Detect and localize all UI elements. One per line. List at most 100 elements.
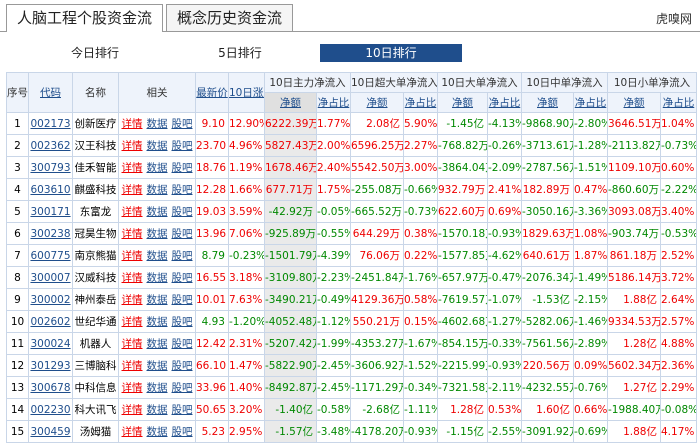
stock-name[interactable]: 汉威科技 bbox=[72, 266, 119, 289]
related-link[interactable]: 数据 bbox=[146, 426, 168, 438]
stock-name[interactable]: 中科信息 bbox=[72, 376, 119, 399]
stock-name[interactable]: 东富龙 bbox=[72, 200, 119, 223]
related-link[interactable]: 数据 bbox=[146, 316, 168, 328]
stock-name[interactable]: 南京熊猫 bbox=[72, 244, 119, 267]
stock-name[interactable]: 神州泰岳 bbox=[72, 288, 119, 311]
column-subheader[interactable]: 净占比 bbox=[403, 92, 438, 113]
related-link[interactable]: 数据 bbox=[146, 140, 168, 152]
related-link[interactable]: 数据 bbox=[146, 382, 168, 394]
stock-name[interactable]: 冠昊生物 bbox=[72, 222, 119, 245]
related-link[interactable]: 股吧 bbox=[171, 272, 193, 284]
column-subheader[interactable]: 净占比 bbox=[573, 92, 608, 113]
related-link[interactable]: 股吧 bbox=[171, 360, 193, 372]
tab[interactable]: 人脑工程个股资金流 bbox=[6, 4, 164, 32]
stock-code[interactable]: 002602 bbox=[30, 315, 71, 328]
related-link[interactable]: 股吧 bbox=[171, 228, 193, 240]
stock-code[interactable]: 300459 bbox=[30, 425, 71, 438]
column-subheader[interactable]: 净占比 bbox=[487, 92, 522, 113]
related-link[interactable]: 股吧 bbox=[171, 118, 193, 130]
related-link[interactable]: 详情 bbox=[121, 118, 143, 130]
related-link[interactable]: 股吧 bbox=[171, 294, 193, 306]
related-link[interactable]: 详情 bbox=[121, 338, 143, 350]
related-link[interactable]: 股吧 bbox=[171, 316, 193, 328]
stock-code[interactable]: 002230 bbox=[30, 403, 71, 416]
related-link[interactable]: 股吧 bbox=[171, 382, 193, 394]
related-link[interactable]: 详情 bbox=[121, 382, 143, 394]
stock-name[interactable]: 世纪华通 bbox=[72, 310, 119, 333]
data-row: 10002602世纪华通详情数据股吧4.93-1.20%-4052.48万-1.… bbox=[6, 310, 697, 333]
related-link[interactable]: 详情 bbox=[121, 426, 143, 438]
stock-code[interactable]: 002362 bbox=[30, 139, 71, 152]
stock-name[interactable]: 汤姆猫 bbox=[72, 420, 119, 443]
related-link[interactable]: 股吧 bbox=[171, 338, 193, 350]
related-link[interactable]: 详情 bbox=[121, 250, 143, 262]
stock-code[interactable]: 300002 bbox=[30, 293, 71, 306]
stock-name[interactable]: 佳禾智能 bbox=[72, 156, 119, 179]
stock-name[interactable]: 创新医疗 bbox=[72, 112, 119, 135]
sub-tab[interactable]: 10日排行 bbox=[320, 44, 462, 62]
net-ratio: -0.05% bbox=[316, 200, 351, 223]
related-link[interactable]: 详情 bbox=[121, 360, 143, 372]
related-link[interactable]: 股吧 bbox=[171, 426, 193, 438]
related-link[interactable]: 详情 bbox=[121, 404, 143, 416]
column-header[interactable]: 10日涨跌幅 bbox=[228, 72, 265, 113]
column-subheader[interactable]: 净额 bbox=[437, 92, 488, 113]
related-link[interactable]: 股吧 bbox=[171, 184, 193, 196]
tab[interactable]: 概念历史资金流 bbox=[166, 4, 294, 31]
related-link[interactable]: 详情 bbox=[121, 184, 143, 196]
net-ratio: 0.22% bbox=[403, 244, 438, 267]
stock-code[interactable]: 300678 bbox=[30, 381, 71, 394]
related-link[interactable]: 数据 bbox=[146, 206, 168, 218]
related-link[interactable]: 股吧 bbox=[171, 206, 193, 218]
stock-code[interactable]: 002173 bbox=[30, 117, 71, 130]
column-subheader[interactable]: 净额 bbox=[350, 92, 404, 113]
stock-code[interactable]: 300171 bbox=[30, 205, 71, 218]
related-link[interactable]: 数据 bbox=[146, 294, 168, 306]
column-subheader[interactable]: 净占比 bbox=[316, 92, 351, 113]
column-subheader[interactable]: 净额 bbox=[607, 92, 661, 113]
related-link[interactable]: 股吧 bbox=[171, 250, 193, 262]
stock-code[interactable]: 603610 bbox=[30, 183, 71, 196]
related-links: 详情 数据 股吧 bbox=[118, 200, 196, 223]
related-link[interactable]: 数据 bbox=[146, 228, 168, 240]
related-link[interactable]: 详情 bbox=[121, 206, 143, 218]
related-link[interactable]: 股吧 bbox=[171, 162, 193, 174]
related-link[interactable]: 数据 bbox=[146, 404, 168, 416]
data-row: 8300007汉威科技详情数据股吧16.553.18%-3109.80万-2.2… bbox=[6, 266, 697, 289]
related-link[interactable]: 股吧 bbox=[171, 404, 193, 416]
related-links: 详情 数据 股吧 bbox=[118, 310, 196, 333]
stock-code[interactable]: 600775 bbox=[30, 249, 71, 262]
related-link[interactable]: 数据 bbox=[146, 162, 168, 174]
related-link[interactable]: 数据 bbox=[146, 118, 168, 130]
stock-code[interactable]: 300007 bbox=[30, 271, 71, 284]
related-link[interactable]: 数据 bbox=[146, 272, 168, 284]
stock-name[interactable]: 科大讯飞 bbox=[72, 398, 119, 421]
related-link[interactable]: 股吧 bbox=[171, 140, 193, 152]
column-subheader[interactable]: 净额 bbox=[264, 92, 317, 113]
related-link[interactable]: 数据 bbox=[146, 338, 168, 350]
related-link[interactable]: 数据 bbox=[146, 184, 168, 196]
stock-name[interactable]: 三博脑科 bbox=[72, 354, 119, 377]
stock-name[interactable]: 麒盛科技 bbox=[72, 178, 119, 201]
column-subheader[interactable]: 净额 bbox=[521, 92, 574, 113]
stock-code[interactable]: 300793 bbox=[30, 161, 71, 174]
related-link[interactable]: 数据 bbox=[146, 360, 168, 372]
sub-tab[interactable]: 今日排行 bbox=[70, 46, 119, 60]
column-header[interactable]: 最新价 bbox=[195, 72, 229, 113]
stock-code[interactable]: 301293 bbox=[30, 359, 71, 372]
related-link[interactable]: 数据 bbox=[146, 250, 168, 262]
stock-name[interactable]: 汉王科技 bbox=[72, 134, 119, 157]
related-link[interactable]: 详情 bbox=[121, 316, 143, 328]
sub-tab[interactable]: 5日排行 bbox=[218, 46, 262, 60]
column-subheader[interactable]: 净占比 bbox=[660, 92, 697, 113]
related-link[interactable]: 详情 bbox=[121, 140, 143, 152]
related-link[interactable]: 详情 bbox=[121, 272, 143, 284]
stock-code[interactable]: 300238 bbox=[30, 227, 71, 240]
related-link[interactable]: 详情 bbox=[121, 162, 143, 174]
net-ratio: -0.73% bbox=[403, 200, 438, 223]
stock-code[interactable]: 300024 bbox=[30, 337, 71, 350]
related-link[interactable]: 详情 bbox=[121, 294, 143, 306]
related-link[interactable]: 详情 bbox=[121, 228, 143, 240]
stock-name[interactable]: 机器人 bbox=[72, 332, 119, 355]
